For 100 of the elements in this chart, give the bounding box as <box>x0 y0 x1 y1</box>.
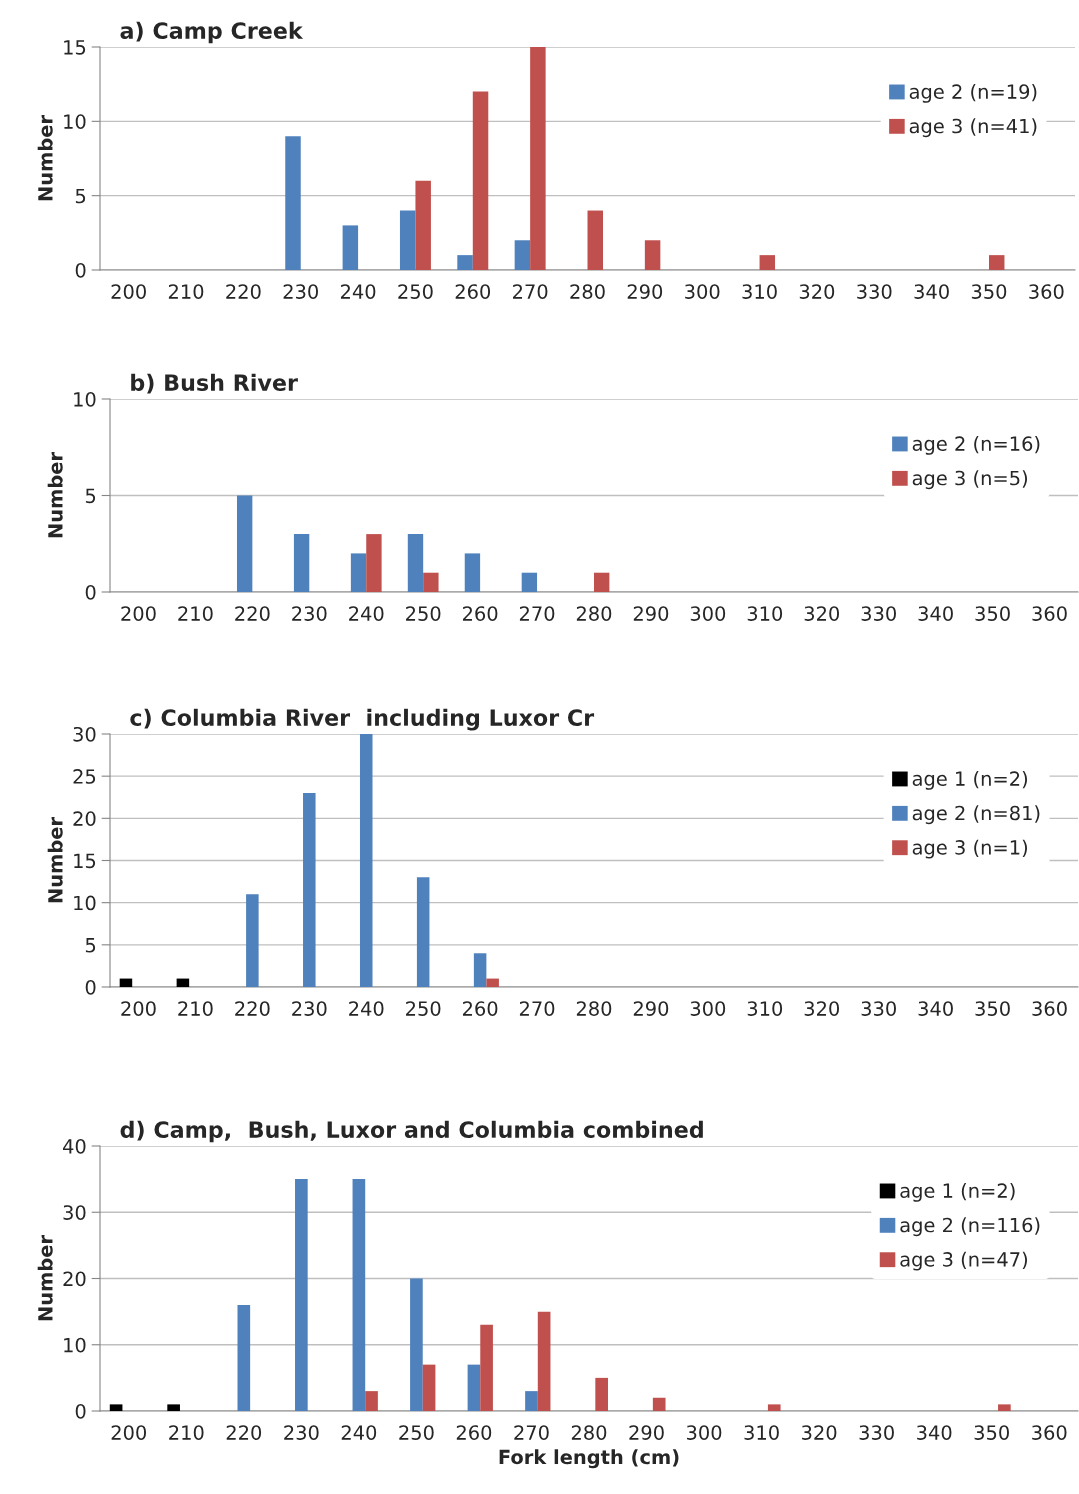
x-tick-label: 360 <box>1032 1001 1067 1016</box>
bar <box>399 210 416 270</box>
bar <box>514 240 531 270</box>
x-tick-label: 250 <box>406 606 441 621</box>
x-tick-label: 250 <box>398 284 433 299</box>
x-tick-label: 330 <box>859 1425 894 1440</box>
x-tick-label: 300 <box>686 1425 722 1440</box>
x-tick-label: 350 <box>971 284 1007 299</box>
x-tick-label: 340 <box>914 284 949 299</box>
bar <box>407 534 424 592</box>
bar <box>350 553 367 592</box>
bar <box>236 495 253 592</box>
x-tick-label: 280 <box>576 1001 612 1016</box>
chart-title: a) Camp Creek <box>120 21 304 44</box>
bar <box>759 255 776 270</box>
bar <box>480 1324 493 1411</box>
y-axis-title: Number <box>37 1235 53 1321</box>
legend-label: age 1 (n=2) <box>900 1182 1015 1202</box>
y-axis-title: Number <box>47 452 63 538</box>
x-tick-label: 340 <box>917 1425 952 1440</box>
x-tick-label: 360 <box>1029 284 1064 299</box>
y-tick-label: 40 <box>63 1138 86 1154</box>
x-tick-label: 270 <box>513 284 548 299</box>
y-tick-label: 0 <box>75 1403 86 1419</box>
x-tick-label: 270 <box>514 1425 549 1440</box>
x-tick-label: 330 <box>861 1001 896 1016</box>
bar <box>767 1404 781 1411</box>
bar <box>119 978 133 987</box>
bar <box>530 47 546 270</box>
x-tick-label: 200 <box>111 284 146 299</box>
x-tick-label: 250 <box>406 1001 441 1016</box>
bar <box>464 553 481 592</box>
x-tick-label: 200 <box>121 1001 156 1016</box>
bar <box>109 1404 123 1411</box>
bar <box>352 1179 366 1411</box>
x-tick-label: 340 <box>918 1001 953 1016</box>
bar <box>285 136 301 270</box>
x-tick-label: 320 <box>804 606 840 621</box>
x-tick-label: 250 <box>399 1425 434 1440</box>
bar <box>416 877 430 987</box>
bar <box>998 1404 1011 1411</box>
x-tick-label: 290 <box>629 1425 664 1440</box>
y-tick-label: 10 <box>64 1337 86 1353</box>
x-tick-label: 290 <box>633 1001 669 1016</box>
x-tick-label: 230 <box>292 1001 327 1016</box>
bar <box>366 534 382 592</box>
bar <box>237 1305 251 1411</box>
x-tick-label: 320 <box>804 1001 840 1016</box>
bar <box>457 255 473 270</box>
bar <box>537 1311 551 1411</box>
y-axis-title: Number <box>47 817 63 903</box>
x-tick-label: 210 <box>178 606 213 621</box>
x-tick-label: 350 <box>975 1001 1010 1016</box>
x-tick-label: 280 <box>576 606 612 621</box>
y-tick-label: 5 <box>75 188 86 204</box>
chart-title: c) Columbia River including Luxor Cr <box>130 708 595 731</box>
y-tick-label: 25 <box>73 769 96 784</box>
bar <box>293 534 310 592</box>
x-tick-label: 240 <box>340 284 376 299</box>
bar <box>525 1391 538 1411</box>
bar <box>176 978 190 987</box>
bar <box>594 572 610 592</box>
x-tick-label: 360 <box>1032 606 1067 621</box>
bar <box>359 734 373 987</box>
y-tick-label: 15 <box>64 40 86 55</box>
x-tick-label: 220 <box>235 1001 270 1016</box>
x-tick-label: 290 <box>627 284 663 299</box>
bar <box>167 1404 180 1411</box>
x-tick-label: 220 <box>235 606 270 621</box>
x-tick-label: 330 <box>857 284 892 299</box>
x-tick-label: 200 <box>111 1425 147 1440</box>
x-tick-label: 230 <box>283 284 318 299</box>
bar <box>473 953 487 987</box>
bar <box>422 1364 436 1411</box>
x-tick-label: 310 <box>742 284 777 299</box>
x-tick-label: 230 <box>292 606 327 621</box>
legend-label: age 3 (n=41) <box>909 118 1037 138</box>
x-tick-label: 340 <box>918 606 953 621</box>
bar <box>415 180 431 270</box>
y-tick-label: 5 <box>85 938 96 953</box>
y-axis-title: Number <box>37 115 53 201</box>
bar <box>423 572 439 592</box>
x-tick-label: 320 <box>802 1425 837 1440</box>
x-tick-label: 220 <box>226 284 261 299</box>
x-tick-label: 260 <box>462 1001 498 1016</box>
x-tick-label: 210 <box>168 284 204 299</box>
bar <box>988 255 1005 270</box>
y-tick-label: 30 <box>63 1205 86 1220</box>
bar <box>467 1364 481 1411</box>
x-tick-label: 200 <box>121 606 156 621</box>
legend-label: age 2 (n=16) <box>912 435 1040 455</box>
y-tick-label: 0 <box>85 979 96 995</box>
bar <box>410 1278 423 1411</box>
bar <box>303 793 316 987</box>
legend-label: age 2 (n=81) <box>912 805 1040 825</box>
x-tick-label: 350 <box>975 606 1010 621</box>
x-tick-label: 210 <box>169 1425 204 1440</box>
x-tick-label: 280 <box>570 284 605 299</box>
y-tick-label: 0 <box>85 584 96 600</box>
x-tick-label: 360 <box>1032 1425 1067 1440</box>
